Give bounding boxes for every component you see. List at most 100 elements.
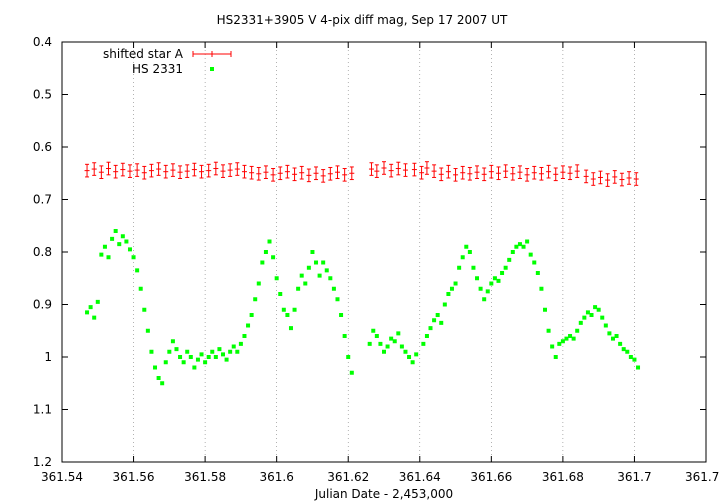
star-a-point bbox=[184, 164, 190, 178]
hs2331-point bbox=[439, 320, 444, 325]
hs2331-point bbox=[492, 276, 497, 281]
x-tick-label: 361.66 bbox=[470, 470, 512, 484]
star-a-point bbox=[388, 163, 394, 178]
star-a-point bbox=[284, 164, 290, 179]
hs2331-point bbox=[117, 242, 122, 247]
hs2331-point bbox=[503, 265, 508, 270]
y-tick-label: 0.8 bbox=[33, 245, 52, 259]
star-a-point bbox=[177, 165, 183, 179]
star-a-point bbox=[91, 162, 97, 176]
hs2331-point bbox=[392, 339, 397, 344]
star-a-point bbox=[292, 167, 298, 182]
hs2331-point bbox=[382, 349, 386, 354]
series-hs2331 bbox=[85, 229, 641, 386]
star-a-point bbox=[419, 165, 425, 180]
star-a-point bbox=[277, 166, 283, 181]
hs2331-point bbox=[213, 355, 218, 359]
y-tick-label: 1.2 bbox=[33, 455, 52, 469]
chart-title: HS2331+3905 V 4-pix diff mag, Sep 17 200… bbox=[217, 13, 508, 27]
star-a-point bbox=[605, 173, 611, 187]
hs2331-point bbox=[628, 355, 633, 359]
hs2331-point bbox=[625, 349, 630, 354]
hs2331-point bbox=[92, 315, 97, 320]
hs2331-point bbox=[249, 313, 254, 317]
hs2331-point bbox=[507, 257, 512, 262]
star-a-point bbox=[381, 161, 387, 175]
hs2331-point bbox=[160, 381, 165, 386]
hs2331-point bbox=[517, 242, 522, 247]
hs2331-point bbox=[464, 244, 469, 249]
hs2331-point bbox=[378, 341, 383, 346]
hs2331-point bbox=[174, 347, 179, 352]
legend-square bbox=[210, 67, 214, 71]
y-axis: 0.4 0.5 0.6 0.7 0.8 0.9 1 1.1 1.2 bbox=[33, 35, 706, 469]
hs2331-point bbox=[596, 307, 601, 312]
hs2331-point bbox=[306, 265, 311, 270]
hs2331-point bbox=[349, 370, 354, 375]
hs2331-point bbox=[231, 344, 236, 349]
hs2331-point bbox=[310, 250, 315, 254]
hs2331-point bbox=[457, 265, 462, 270]
hs2331-point bbox=[328, 276, 333, 281]
hs2331-point bbox=[557, 341, 562, 346]
star-a-point bbox=[626, 171, 632, 185]
hs2331-point bbox=[188, 355, 193, 359]
hs2331-point bbox=[228, 349, 233, 354]
hs2331-point bbox=[449, 286, 454, 291]
hs2331-point bbox=[621, 347, 626, 352]
star-a-point bbox=[220, 164, 226, 178]
star-a-point bbox=[567, 166, 573, 181]
hs2331-point bbox=[260, 260, 265, 265]
hs2331-point bbox=[525, 239, 530, 244]
hs2331-point bbox=[342, 334, 347, 338]
star-a-point bbox=[546, 164, 552, 179]
legend: shifted star A HS 2331 bbox=[103, 47, 232, 76]
star-a-point bbox=[431, 164, 437, 178]
hs2331-point bbox=[292, 307, 297, 312]
star-a-point bbox=[299, 165, 305, 180]
hs2331-point bbox=[514, 244, 519, 249]
hs2331-point bbox=[585, 310, 590, 315]
hs2331-point bbox=[131, 255, 136, 260]
star-a-point bbox=[619, 172, 625, 187]
star-a-point bbox=[270, 168, 276, 182]
x-tick-label: 361.7 bbox=[617, 470, 651, 484]
star-a-point bbox=[597, 170, 603, 185]
hs2331-point bbox=[442, 302, 447, 307]
star-a-point bbox=[349, 166, 355, 181]
star-a-point bbox=[402, 163, 408, 177]
hs2331-point bbox=[127, 247, 132, 252]
hs2331-point bbox=[185, 349, 190, 354]
hs2331-point bbox=[206, 355, 211, 359]
star-a-point bbox=[191, 162, 197, 177]
hs2331-point bbox=[163, 360, 168, 365]
x-tick-label: 361.6 bbox=[259, 470, 293, 484]
hs2331-point bbox=[256, 281, 261, 286]
hs2331-point bbox=[407, 355, 412, 359]
star-a-point bbox=[327, 166, 333, 181]
legend-marker-star-a bbox=[192, 51, 232, 57]
star-a-point bbox=[148, 163, 154, 178]
star-a-point bbox=[495, 166, 501, 181]
star-a-point bbox=[633, 172, 639, 186]
star-a-point bbox=[120, 162, 126, 177]
hs2331-point bbox=[235, 349, 240, 354]
hs2331-point bbox=[603, 323, 608, 328]
star-a-point bbox=[368, 162, 374, 176]
hs2331-point bbox=[489, 281, 494, 286]
hs2331-point bbox=[571, 336, 576, 341]
hs2331-point bbox=[253, 297, 258, 302]
hs2331-point bbox=[374, 334, 379, 338]
hs2331-point bbox=[482, 297, 487, 302]
hs2331-point bbox=[478, 286, 483, 291]
star-a-point bbox=[84, 163, 90, 178]
hs2331-point bbox=[453, 281, 458, 286]
star-a-point bbox=[590, 172, 596, 186]
hs2331-point bbox=[535, 271, 540, 275]
hs2331-point bbox=[485, 289, 490, 294]
plot-frame bbox=[61, 41, 707, 463]
star-a-point bbox=[474, 165, 480, 179]
star-a-point bbox=[320, 169, 326, 183]
hs2331-point bbox=[271, 255, 276, 260]
